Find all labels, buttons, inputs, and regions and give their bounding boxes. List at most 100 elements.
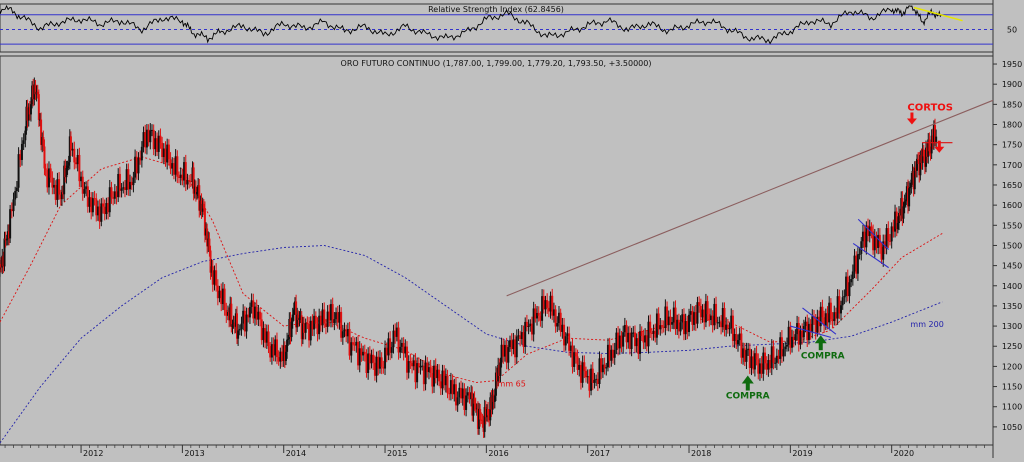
price-candle-body	[419, 366, 422, 368]
price-candle-body	[855, 255, 858, 274]
price-candle-body	[400, 342, 403, 347]
price-candle-body	[117, 173, 120, 198]
signal-arrow-shaft	[910, 112, 914, 120]
price-candle-body	[414, 360, 417, 383]
price-candle-body	[505, 344, 508, 363]
price-candle-body	[872, 231, 875, 251]
price-candle-body	[612, 349, 615, 358]
price-candle-body	[843, 295, 846, 298]
price-candle-body	[211, 266, 214, 285]
price-candle-body	[216, 285, 219, 299]
price-candle-body	[585, 370, 588, 378]
price-candle-body	[760, 363, 763, 374]
price-candle-body	[68, 136, 71, 163]
price-candle-body	[284, 351, 287, 361]
price-candle-body	[81, 176, 84, 194]
price-candle-body	[902, 206, 905, 219]
price-candle-body	[247, 314, 250, 318]
price-candle-body	[816, 316, 819, 333]
price-candle-body	[836, 296, 839, 319]
price-candle-body	[801, 330, 804, 338]
price-candle-body	[389, 338, 392, 353]
price-candle-body	[927, 139, 930, 157]
price-candle-body	[218, 290, 221, 299]
price-candle-body	[105, 203, 108, 215]
price-candle-body	[300, 315, 303, 340]
price-candle-body	[335, 312, 338, 320]
price-candle-body	[308, 324, 311, 341]
price-candle-body	[471, 392, 474, 416]
price-candle-body	[196, 191, 199, 195]
price-candle-body	[625, 325, 628, 343]
price-candle-body	[142, 132, 145, 147]
price-candle-body	[37, 94, 40, 120]
price-candle-body	[530, 323, 533, 335]
price-candle-body	[202, 203, 205, 209]
price-candle-body	[711, 315, 714, 326]
price-candle-body	[682, 314, 685, 335]
price-candle-body	[720, 322, 723, 328]
price-candle-body	[753, 353, 756, 370]
price-candle-body	[750, 356, 753, 368]
price-candle-body	[865, 225, 868, 248]
price-candle-body	[600, 358, 603, 373]
price-candle-body	[689, 311, 692, 315]
price-candle-body	[474, 403, 477, 409]
price-candle-body	[206, 228, 209, 247]
price-candle-body	[875, 235, 878, 248]
price-candle-body	[135, 156, 138, 174]
price-candle-body	[24, 130, 27, 141]
price-candle-body	[930, 135, 933, 154]
price-candle-body	[130, 181, 133, 186]
price-candle-body	[928, 139, 931, 152]
price-candle-body	[58, 179, 61, 195]
price-candle-body	[892, 226, 895, 232]
price-candle-body	[161, 142, 164, 158]
price-candle-body	[250, 300, 253, 307]
price-candle-body	[319, 315, 322, 326]
price-candle-body	[377, 356, 380, 369]
price-candle-body	[409, 361, 412, 363]
price-candle-body	[595, 378, 598, 380]
price-candle-body	[351, 342, 354, 345]
price-candle-body	[277, 357, 280, 362]
price-candle-body	[811, 316, 814, 333]
price-candle-body	[672, 307, 675, 323]
price-candle-body	[316, 323, 319, 335]
price-candle-body	[436, 369, 439, 379]
price-candle-body	[10, 209, 13, 212]
price-candle-body	[304, 322, 307, 333]
price-tick-label-7: 1400	[1002, 282, 1022, 291]
price-candle-body	[931, 135, 934, 143]
price-candle-body	[840, 305, 843, 314]
price-candle-body	[108, 187, 111, 213]
price-candle-body	[115, 191, 118, 198]
price-candle-body	[576, 356, 579, 370]
price-candle-body	[491, 394, 494, 410]
price-candle-body	[775, 355, 778, 363]
price-candle-body	[200, 200, 203, 212]
signal-arrow-shaft	[818, 342, 823, 351]
price-candle-body	[870, 226, 873, 232]
price-candle-body	[733, 334, 736, 341]
price-candle-body	[568, 333, 571, 351]
signal-arrow-3	[741, 375, 754, 391]
price-candle-body	[701, 309, 704, 318]
price-candle-body	[715, 303, 718, 323]
price-candle-body	[901, 198, 904, 219]
year-tick-label-5: 2017	[590, 449, 610, 458]
price-title: ORO FUTURO CONTINUO (1,787.00, 1,799.00,…	[341, 59, 652, 68]
price-candle-body	[799, 330, 802, 345]
price-tick-label-2: 1150	[1002, 383, 1022, 392]
price-candle-body	[774, 362, 777, 364]
price-candle-body	[231, 324, 234, 327]
price-candle-body	[162, 148, 165, 158]
price-candle-body	[123, 187, 126, 190]
price-candle-body	[650, 332, 653, 334]
price-candle-body	[422, 365, 425, 385]
price-candle-body	[655, 313, 658, 338]
price-candle-body	[191, 167, 194, 182]
price-candle-body	[243, 310, 246, 332]
price-candle-body	[404, 346, 407, 354]
